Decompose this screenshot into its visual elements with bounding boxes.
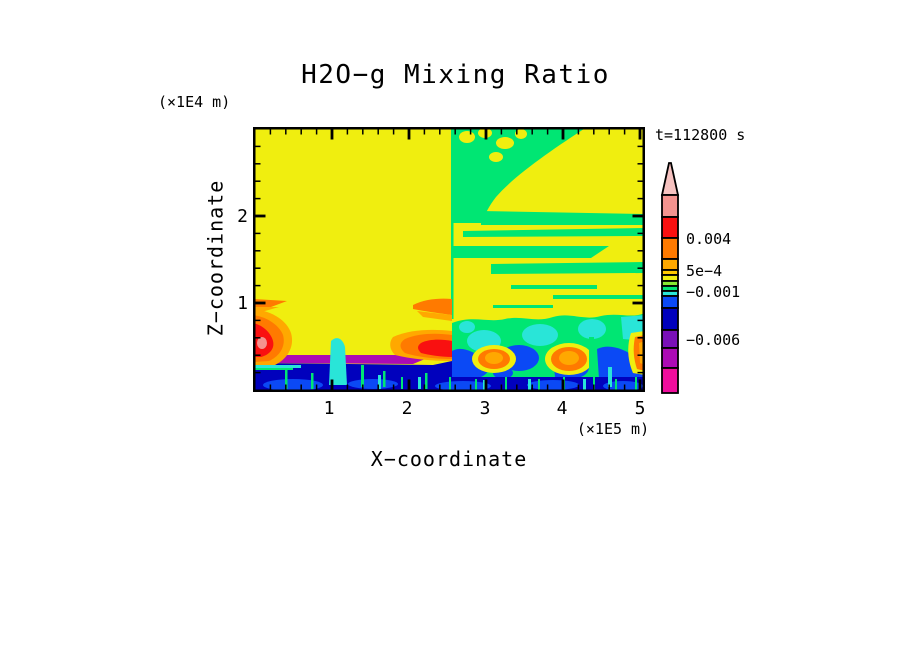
colorbar-segment-red — [661, 216, 679, 239]
colorbar-segment-orange — [661, 237, 679, 260]
colorbar-label: −0.001 — [686, 283, 741, 301]
x-tick-label: 4 — [556, 398, 568, 419]
z-tick-label: 1 — [237, 293, 248, 314]
colorbar-segment-salmon — [661, 194, 679, 218]
x-tick-label: 3 — [479, 398, 491, 419]
x-tick-label: 1 — [323, 398, 335, 419]
colorbar-overflow-arrow — [660, 162, 680, 196]
x-tick-label: 5 — [634, 398, 646, 419]
contour-plot — [253, 127, 645, 392]
x-axis-title: X−coordinate — [370, 447, 528, 471]
axis-ticks — [255, 129, 643, 390]
colorbar-label: −0.006 — [686, 331, 741, 349]
colorbar-segment-navy — [661, 307, 679, 331]
colorbar-label: 5e−4 — [686, 262, 723, 280]
colorbar-label: 0.004 — [686, 230, 732, 248]
time-annotation: t=112800 s — [655, 126, 746, 144]
colorbar-segment-purple — [661, 329, 679, 349]
colorbar-segment-blue — [661, 295, 679, 309]
contour-field — [253, 127, 645, 392]
x-axis-units-label: (×1E5 m) — [576, 420, 650, 438]
colorbar-segment-magviolet — [661, 347, 679, 369]
z-axis-title: Z−coordinate — [203, 179, 228, 337]
plot-border — [253, 127, 645, 392]
chart-title: H2O−g Mixing Ratio — [301, 60, 610, 90]
colorbar-segment-magenta — [661, 367, 679, 394]
colorbar — [660, 162, 680, 394]
x-tick-label: 2 — [401, 398, 413, 419]
z-axis-units-label: (×1E4 m) — [158, 93, 231, 111]
z-tick-label: 2 — [237, 206, 248, 227]
colorbar-segment-amber — [661, 258, 679, 271]
colorbar-segments — [661, 194, 679, 394]
